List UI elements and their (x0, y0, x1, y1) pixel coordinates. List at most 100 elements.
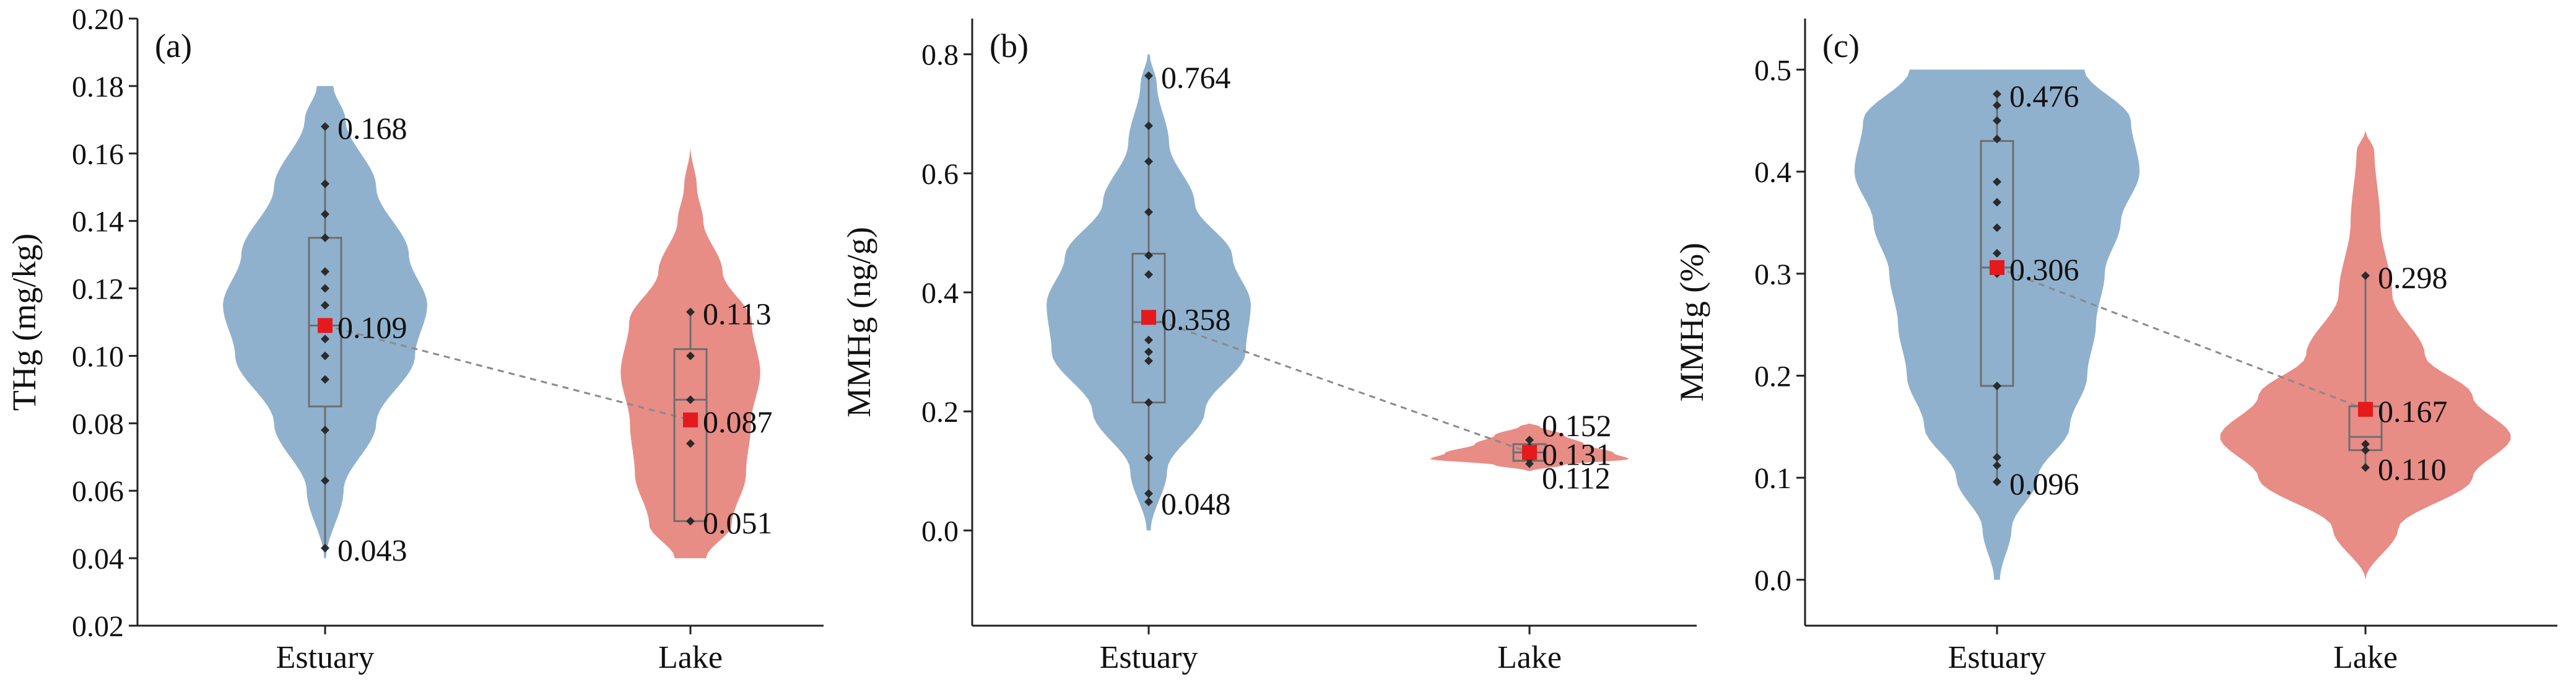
data-point-estuary (1144, 356, 1153, 365)
data-point-estuary (321, 543, 329, 553)
y-axis-title: MMHg (%) (1673, 243, 1710, 401)
data-point-estuary (321, 335, 329, 344)
data-point-estuary (1993, 177, 2001, 186)
mean-connector-line (1996, 266, 2366, 411)
data-point-lake (686, 439, 695, 448)
data-point-estuary (321, 209, 329, 219)
data-point-estuary (1144, 497, 1153, 507)
data-label: 0.096 (2009, 466, 2079, 501)
data-point-estuary (321, 351, 329, 361)
violin-estuary (1854, 69, 2140, 580)
x-tick-label: Lake (2333, 640, 2398, 675)
data-point-estuary (321, 179, 329, 188)
data-label: 0.306 (2009, 252, 2079, 287)
data-point-estuary (321, 375, 329, 384)
mean-marker-estuary (1990, 260, 2004, 275)
y-tick-label: 0.5 (1754, 54, 1791, 87)
data-point-estuary (321, 284, 329, 293)
data-point-lake (2361, 439, 2370, 449)
x-tick-label: Lake (1497, 640, 1562, 675)
data-point-estuary (1993, 453, 2001, 462)
data-point-estuary (1993, 116, 2001, 125)
data-point-estuary (1993, 89, 2001, 98)
y-tick-label: 0.4 (1754, 156, 1791, 189)
data-point-lake (686, 351, 695, 361)
data-point-estuary (1144, 453, 1153, 463)
y-tick-label: 0.0 (1754, 564, 1791, 597)
panel-a: 0.168 0.109 0.043 0.113 0.087 0.051 0.02 0.04 0.… (6, 3, 824, 675)
y-tick-label: 0.2 (1754, 360, 1791, 393)
panel-label: (c) (1822, 27, 1860, 64)
data-point-estuary (1993, 461, 2001, 470)
data-point-estuary (321, 233, 329, 242)
data-point-estuary (1144, 251, 1153, 260)
mean-connector-line (1148, 316, 1530, 453)
mean-connector-line (324, 324, 691, 421)
data-point-estuary (1993, 101, 2001, 110)
data-point-lake (686, 517, 695, 526)
data-label: 0.110 (2378, 452, 2447, 487)
data-label: 0.476 (2009, 79, 2079, 113)
data-point-lake (2361, 271, 2370, 281)
data-point-estuary (321, 122, 329, 131)
y-tick-label: 0.6 (921, 158, 959, 191)
y-tick-label: 0.04 (72, 543, 124, 575)
y-tick-label: 0.06 (72, 475, 124, 508)
data-point-estuary (1144, 489, 1153, 498)
mean-marker-lake (1522, 445, 1537, 460)
data-point-estuary (1144, 335, 1153, 344)
data-label: 0.131 (1542, 437, 1612, 471)
y-tick-label: 0.3 (1754, 258, 1791, 291)
data-point-estuary (1993, 198, 2001, 207)
data-point-estuary (321, 426, 329, 435)
data-point-estuary (1144, 398, 1153, 407)
x-tick-label: Estuary (1948, 640, 2047, 675)
data-point-estuary (1144, 121, 1153, 130)
y-tick-label: 0.20 (72, 3, 124, 36)
data-point-lake (1525, 435, 1534, 445)
data-label: 0.048 (1161, 486, 1231, 521)
data-label: 0.112 (1542, 461, 1611, 496)
y-tick-label: 0.12 (72, 273, 124, 306)
mean-marker-estuary (1141, 310, 1156, 325)
data-point-estuary (321, 476, 329, 485)
data-label: 0.358 (1161, 302, 1231, 336)
data-label: 0.764 (1161, 60, 1231, 95)
mean-marker-lake (683, 412, 698, 427)
data-point-lake (2361, 463, 2370, 472)
y-axis-title: MMHg (ng/g) (840, 227, 877, 418)
y-tick-label: 0.8 (921, 39, 959, 72)
data-point-lake (2361, 445, 2370, 455)
data-label: 0.167 (2378, 394, 2448, 429)
data-point-estuary (1144, 348, 1153, 357)
data-point-estuary (1144, 157, 1153, 166)
panel-label: (a) (155, 27, 192, 64)
y-tick-label: 0.02 (72, 610, 124, 643)
y-tick-label: 0.1 (1754, 462, 1791, 495)
x-tick-label: Estuary (1100, 640, 1198, 675)
mean-marker-lake (2358, 401, 2373, 417)
data-point-lake (686, 395, 695, 405)
mean-marker-estuary (318, 318, 333, 333)
y-tick-label: 0.4 (921, 277, 959, 310)
data-point-estuary (1993, 477, 2001, 486)
y-tick-label: 0.18 (72, 71, 124, 103)
data-point-estuary (321, 300, 329, 310)
panel-c: 0.476 0.306 0.096 0.298 0.167 0.110 0.0 0.1 0.2 0… (1673, 19, 2557, 675)
x-tick-label: Estuary (276, 640, 375, 675)
y-tick-label: 0.0 (921, 515, 959, 548)
data-point-estuary (1144, 270, 1153, 279)
y-tick-label: 0.2 (921, 396, 959, 429)
y-tick-label: 0.08 (72, 408, 124, 440)
data-label: 0.087 (703, 405, 773, 439)
y-tick-label: 0.16 (72, 138, 124, 171)
data-point-estuary (1993, 381, 2001, 390)
data-label: 0.051 (703, 505, 773, 540)
x-tick-label: Lake (658, 640, 723, 675)
data-label: 0.113 (703, 297, 772, 331)
data-point-estuary (1144, 208, 1153, 217)
y-tick-label: 0.10 (72, 340, 124, 373)
data-point-lake (1525, 459, 1534, 468)
